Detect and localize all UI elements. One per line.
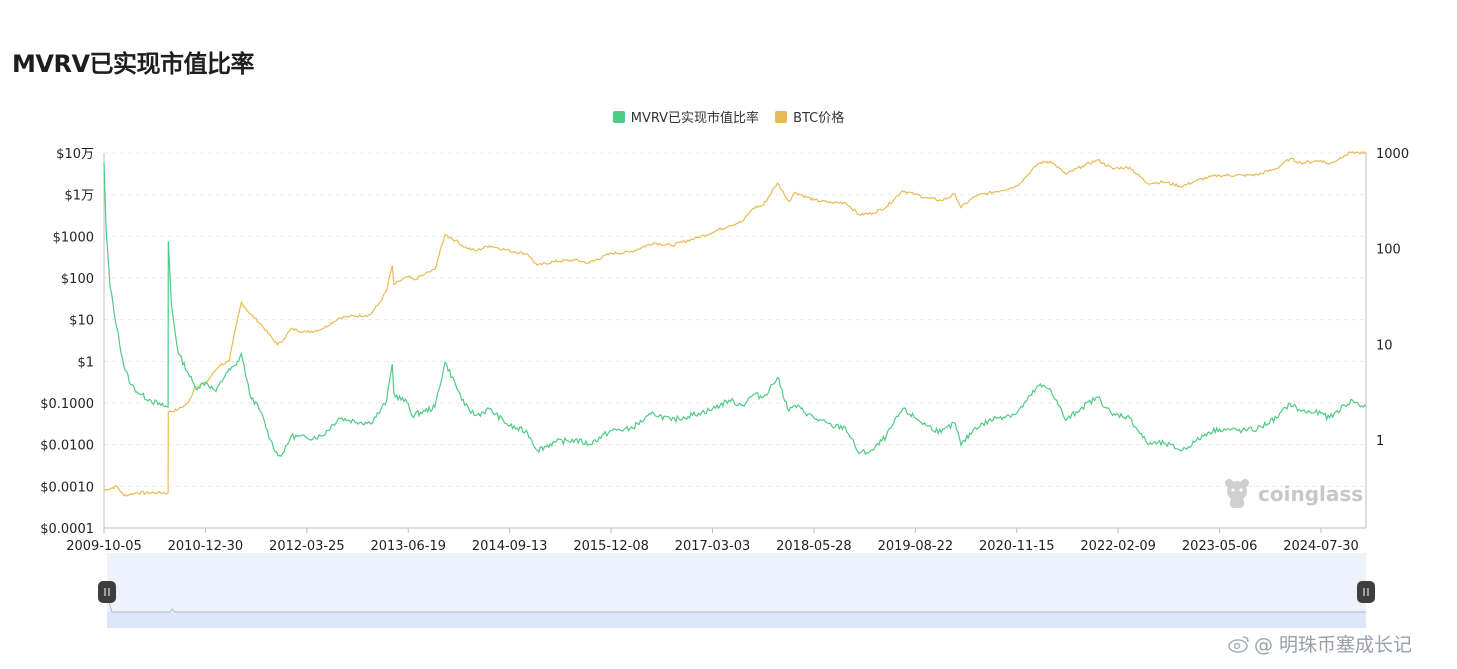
zoom-handle-right[interactable] xyxy=(1357,581,1375,603)
page-title: MVRV已实现市值比率 xyxy=(12,50,255,78)
x-tick-label: 2019-08-22 xyxy=(878,539,954,554)
y-left-tick-label: $0.0001 xyxy=(40,522,94,537)
zoom-slider[interactable] xyxy=(98,553,1375,628)
x-tick-label: 2022-02-09 xyxy=(1080,539,1156,554)
zoom-preview-line xyxy=(106,595,1366,613)
series-line-mvrv xyxy=(103,162,1367,457)
x-tick-label: 2020-11-15 xyxy=(979,539,1055,554)
series-line-btc-price xyxy=(103,150,1367,498)
x-tick-label: 2018-05-28 xyxy=(776,539,852,554)
x-tick-label: 2017-03-03 xyxy=(675,539,751,554)
x-tick-label: 2013-06-19 xyxy=(370,539,446,554)
legend-swatch-mvrv xyxy=(612,110,625,123)
x-tick-label: 2023-05-06 xyxy=(1182,539,1258,554)
x-tick-label: 2009-10-05 xyxy=(66,539,142,554)
zoom-handle-left[interactable] xyxy=(98,581,116,603)
legend-label-btc: BTC价格 xyxy=(793,111,845,126)
y-left-tick-label: $0.0010 xyxy=(40,480,94,495)
legend-item-mvrv[interactable]: MVRV已实现市值比率 xyxy=(612,107,760,126)
y-left-tick-label: $1000 xyxy=(53,230,94,245)
weibo-icon xyxy=(1228,635,1249,653)
y-right-tick-label: 100 xyxy=(1376,243,1401,258)
grid-layer xyxy=(104,152,1366,529)
zoom-fill xyxy=(107,612,1366,628)
y-left-tick-label: $1万 xyxy=(64,189,94,204)
series-layer xyxy=(103,150,1367,498)
x-tick-label: 2015-12-08 xyxy=(573,539,649,554)
y-right-tick-label: 1000 xyxy=(1376,147,1409,162)
x-tick-label: 2024-07-30 xyxy=(1283,539,1359,554)
y-left-tick-label: $10 xyxy=(69,314,94,329)
mascot-icon xyxy=(1225,479,1249,508)
y-left-tick-label: $10万 xyxy=(56,147,94,162)
y-left-tick-label: $0.1000 xyxy=(40,397,94,412)
legend-item-btc[interactable]: BTC价格 xyxy=(775,107,844,126)
x-tick-label: 2010-12-30 xyxy=(168,539,244,554)
x-tick-label: 2012-03-25 xyxy=(269,539,345,554)
legend-label-mvrv: MVRV已实现市值比率 xyxy=(630,111,760,126)
y-left-tick-label: $0.0100 xyxy=(40,439,94,454)
y-right-tick-label: 10 xyxy=(1376,338,1393,353)
y-right-tick-label: 1 xyxy=(1376,434,1384,449)
coinglass-watermark: coinglass xyxy=(1222,478,1363,510)
axis-layer: $10万 $1万 $1000 $100 $10 $1 $0.1000 $0.0100 $0.00… xyxy=(40,147,1409,554)
footer-watermark: @ 明珠币塞成长记 xyxy=(1228,630,1412,657)
chart-legend: MVRV已实现市值比率 BTC价格 xyxy=(0,107,1457,126)
watermark-text: coinglass xyxy=(1258,482,1364,506)
y-left-tick-label: $100 xyxy=(61,272,94,287)
x-tick-label: 2014-09-13 xyxy=(472,539,548,554)
legend-swatch-btc xyxy=(775,110,788,123)
y-left-tick-label: $1 xyxy=(77,355,94,370)
footer-text: @ 明珠币塞成长记 xyxy=(1254,634,1413,656)
